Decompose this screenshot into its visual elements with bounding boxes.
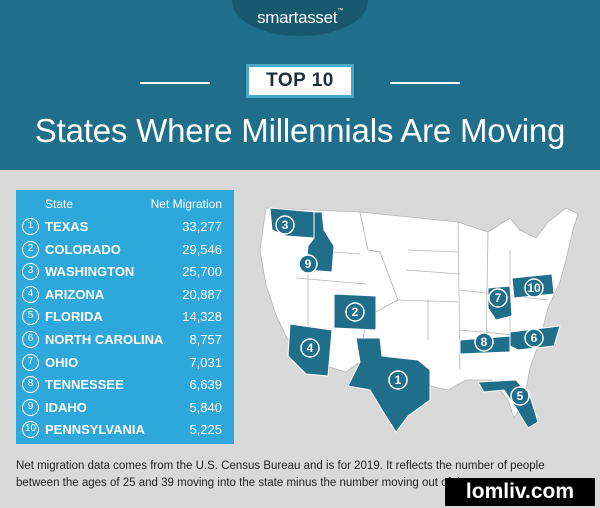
table-header: State Net Migration (16, 197, 234, 213)
map-marker-9: 9 (298, 254, 318, 274)
map-marker-label: 1 (395, 373, 402, 387)
map-marker-8: 8 (474, 332, 494, 352)
map-marker-label: 5 (517, 389, 524, 403)
state-name: PENNSYLVANIA (45, 422, 145, 438)
map-marker-label: 6 (531, 331, 538, 345)
state-name: IDAHO (45, 399, 87, 415)
table-row: 1 TEXAS 33,277 (16, 216, 234, 238)
rank-badge: 8 (22, 376, 39, 394)
map-marker-4: 4 (300, 338, 320, 358)
map-marker-label: 9 (305, 257, 312, 271)
rank-badge: 4 (22, 285, 39, 303)
net-migration-value: 6,639 (189, 377, 222, 393)
map-marker-label: 4 (307, 341, 314, 355)
state-name: COLORADO (45, 241, 121, 257)
divider-left (140, 82, 210, 84)
table-row: 6 NORTH CAROLINA 8,757 (16, 329, 234, 351)
map-marker-label: 7 (495, 291, 502, 305)
state-name: TENNESSEE (45, 377, 124, 393)
net-migration-value: 20,887 (182, 286, 222, 302)
table-row: 10 PENNSYLVANIA 5,225 (16, 419, 234, 441)
map-marker-label: 2 (352, 305, 359, 319)
map-marker-2: 2 (345, 302, 365, 322)
rank-badge: 2 (22, 240, 39, 258)
net-migration-value: 5,225 (189, 422, 222, 438)
rank-badge: 10 (22, 421, 39, 439)
ranking-table: State Net Migration 1 TEXAS 33,277 2 COLORAD… (16, 190, 234, 444)
map-marker-5: 5 (510, 386, 530, 406)
table-row: 3 WASHINGTON 25,700 (16, 261, 234, 283)
map-marker-3: 3 (275, 215, 295, 235)
top-10-badge: TOP 10 (246, 64, 354, 98)
header-banner: smartasset™ TOP 10 States Where Millenni… (0, 0, 600, 170)
rank-badge: 6 (22, 331, 39, 348)
map-state-texas (347, 337, 431, 433)
table-row: 5 FLORIDA 14,328 (16, 306, 234, 328)
map-marker-label: 10 (527, 281, 541, 295)
map-marker-10: 10 (524, 278, 544, 298)
net-migration-value: 8,757 (189, 332, 222, 347)
watermark: lomliv.com (445, 478, 595, 506)
state-column-header: State (45, 197, 74, 211)
rank-badge: 1 (22, 218, 39, 235)
us-map: 1 2 3 4 5 6 7 8 9 10 (259, 207, 579, 433)
map-marker-label: 3 (282, 218, 289, 232)
net-migration-value: 33,277 (182, 219, 222, 234)
net-migration-value: 25,700 (182, 264, 222, 280)
state-name: OHIO (45, 354, 79, 370)
rank-badge: 9 (22, 398, 39, 416)
net-migration-value: 7,031 (189, 354, 222, 370)
table-row: 2 COLORADO 29,546 (16, 239, 234, 261)
divider-right (390, 82, 460, 84)
state-name: ARIZONA (45, 286, 105, 302)
map-marker-6: 6 (524, 328, 544, 348)
rank-badge: 3 (22, 263, 39, 281)
table-row: 8 TENNESSEE 6,639 (16, 374, 234, 396)
rank-badge: 7 (22, 353, 39, 371)
net-migration-value: 29,546 (182, 241, 222, 257)
net-migration-value: 14,328 (182, 309, 222, 325)
state-name: WASHINGTON (45, 264, 135, 280)
rank-badge: 5 (22, 308, 39, 326)
table-row: 4 ARIZONA 20,887 (16, 284, 234, 306)
map-marker-label: 8 (481, 335, 488, 349)
page-title: States Where Millennials Are Moving (34, 112, 566, 149)
net-migration-value: 5,840 (189, 399, 222, 415)
table-row: 9 IDAHO 5,840 (16, 397, 234, 419)
state-name: NORTH CAROLINA (45, 332, 164, 347)
net-migration-column-header: Net Migration (150, 197, 222, 211)
footnote: Net migration data comes from the U.S. C… (16, 460, 545, 489)
state-name: FLORIDA (45, 309, 103, 325)
state-name: TEXAS (45, 219, 89, 234)
smartasset-logo: smartasset™ (257, 8, 343, 27)
map-state-florida (477, 379, 539, 429)
table-row: 7 OHIO 7,031 (16, 352, 234, 374)
map-marker-1: 1 (388, 370, 408, 390)
map-marker-7: 7 (488, 288, 508, 308)
